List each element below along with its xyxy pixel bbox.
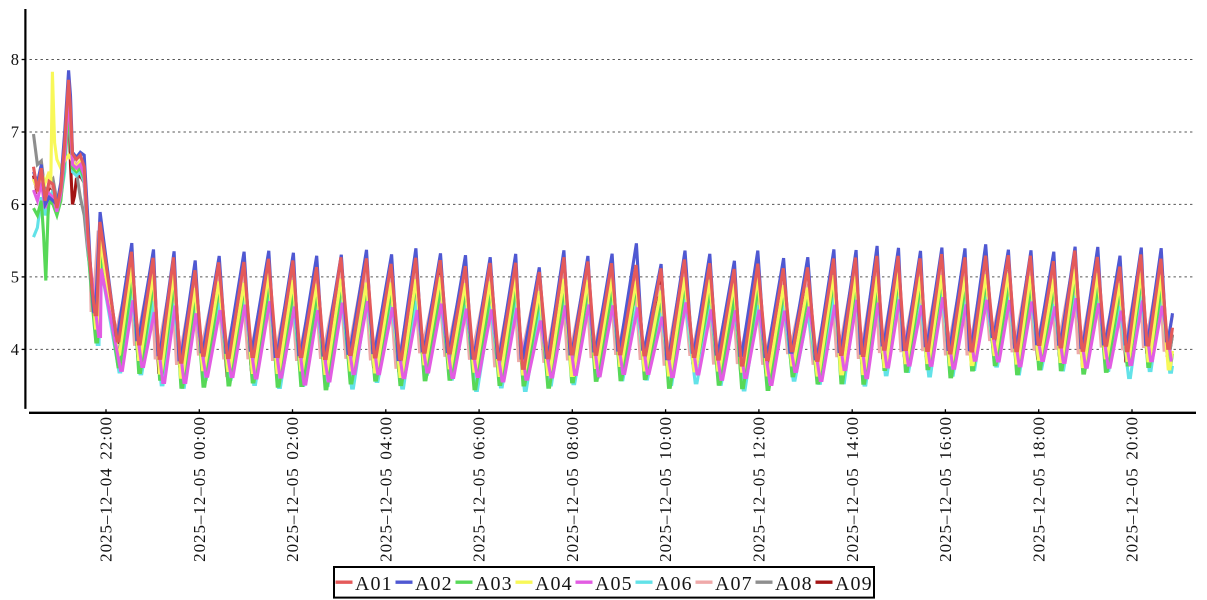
svg-text:4: 4 xyxy=(11,340,19,359)
svg-text:A08: A08 xyxy=(775,573,813,595)
svg-text:7: 7 xyxy=(11,123,19,142)
svg-text:A01: A01 xyxy=(355,573,393,595)
svg-text:2025–12–05 00:00: 2025–12–05 00:00 xyxy=(190,416,209,562)
svg-text:2025–12–05 06:00: 2025–12–05 06:00 xyxy=(470,416,489,562)
svg-text:2025–12–05 02:00: 2025–12–05 02:00 xyxy=(283,416,302,562)
svg-text:A02: A02 xyxy=(415,573,453,595)
svg-text:2025–12–05 16:00: 2025–12–05 16:00 xyxy=(936,416,955,562)
svg-text:2025–12–04 22:00: 2025–12–04 22:00 xyxy=(97,416,116,562)
svg-text:2025–12–05 12:00: 2025–12–05 12:00 xyxy=(750,416,769,562)
svg-text:2025–12–05 18:00: 2025–12–05 18:00 xyxy=(1029,416,1048,562)
svg-text:A06: A06 xyxy=(655,573,693,595)
svg-text:A07: A07 xyxy=(715,573,753,595)
svg-text:A09: A09 xyxy=(835,573,873,595)
svg-text:8: 8 xyxy=(11,50,19,69)
svg-text:2025–12–05 04:00: 2025–12–05 04:00 xyxy=(376,416,395,562)
svg-text:A03: A03 xyxy=(475,573,513,595)
svg-text:2025–12–05 20:00: 2025–12–05 20:00 xyxy=(1123,416,1142,562)
svg-text:2025–12–05 08:00: 2025–12–05 08:00 xyxy=(563,416,582,562)
svg-text:2025–12–05 10:00: 2025–12–05 10:00 xyxy=(656,416,675,562)
svg-text:A05: A05 xyxy=(595,573,633,595)
svg-text:6: 6 xyxy=(11,195,19,214)
svg-text:5: 5 xyxy=(11,268,19,287)
svg-text:A04: A04 xyxy=(535,573,573,595)
svg-text:2025–12–05 14:00: 2025–12–05 14:00 xyxy=(843,416,862,562)
